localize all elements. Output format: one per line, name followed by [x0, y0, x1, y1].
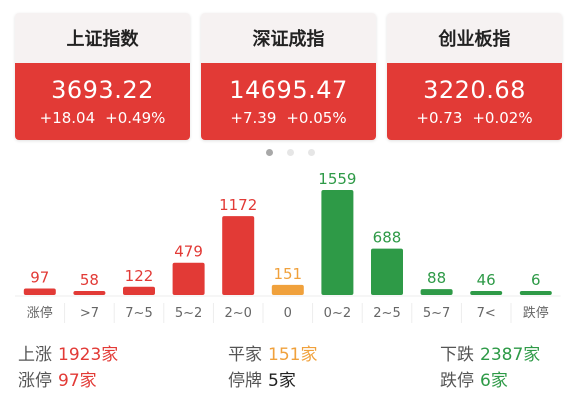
chart-bar: [420, 289, 453, 295]
index-change-pct: +0.05%: [286, 108, 347, 127]
index-change: +18.04: [39, 108, 96, 127]
index-value: 3220.68: [423, 75, 526, 104]
change-distribution-chart: 97涨停58>71227~54795~211722~0151015590~268…: [15, 170, 561, 323]
stat-limit-up: 涨停 97家: [18, 366, 97, 391]
stat-suspended-value: 5家: [268, 371, 296, 391]
stat-limit-up-value: 97家: [58, 371, 97, 391]
carousel-dot[interactable]: [307, 149, 315, 156]
index-body: 3220.68 +0.73 +0.02%: [387, 63, 562, 140]
stat-fall-value: 2387家: [480, 345, 541, 365]
index-change-pct: +0.49%: [105, 108, 166, 127]
chart-bar: [470, 291, 503, 295]
stat-flat-label: 平家: [228, 345, 262, 365]
index-name: 上证指数: [15, 13, 190, 63]
chart-bar: [172, 262, 205, 295]
bar-value-label: 46: [477, 271, 496, 289]
index-body: 14695.47 +7.39 +0.05%: [201, 63, 376, 140]
stat-fall-label: 下跌: [440, 345, 474, 365]
chart-bar: [271, 284, 304, 295]
chart-bar: [73, 291, 106, 295]
index-value: 14695.47: [229, 75, 348, 104]
x-tick-label: 7<: [477, 306, 496, 321]
stat-limit-down-value: 6家: [480, 371, 508, 391]
index-value: 3693.22: [51, 75, 154, 104]
chart-bar: [519, 291, 552, 295]
index-change-pct: +0.02%: [472, 108, 533, 127]
stat-suspended: 停牌 5家: [228, 366, 296, 391]
chart-bar: [321, 190, 354, 295]
x-tick-label: 0~2: [324, 306, 351, 321]
x-tick-label: 2~0: [224, 306, 251, 321]
bar-value-label: 688: [373, 229, 402, 247]
index-change-row: +0.73 +0.02%: [416, 107, 532, 129]
x-tick-label: 0: [284, 306, 292, 321]
stat-limit-down-label: 跌停: [440, 371, 474, 391]
x-tick-label: 跌停: [523, 305, 549, 321]
bar-value-label: 6: [531, 271, 541, 289]
stat-suspended-label: 停牌: [228, 371, 262, 391]
chart-bar: [222, 216, 255, 295]
index-change-row: +18.04 +0.49%: [40, 107, 166, 129]
carousel-dot[interactable]: [265, 149, 273, 156]
stat-rise-value: 1923家: [58, 345, 119, 365]
carousel-indicator[interactable]: [0, 149, 580, 156]
bar-value-label: 88: [427, 269, 446, 287]
stat-flat: 平家 151家: [228, 340, 317, 365]
x-tick-label: 5~2: [175, 306, 202, 321]
x-tick-label: 2~5: [373, 306, 400, 321]
stat-fall: 下跌 2387家: [440, 340, 540, 365]
index-change: +0.73: [416, 108, 463, 127]
market-stats: 上涨 1923家 涨停 97家 平家 151家 停牌 5家 下跌 2387家 跌停 6家: [0, 336, 580, 396]
x-tick-label: 5~7: [423, 306, 450, 321]
bar-value-label: 1172: [219, 196, 257, 214]
index-card-shenzhen[interactable]: 深证成指 14695.47 +7.39 +0.05%: [201, 13, 376, 140]
bar-value-label: 479: [174, 243, 203, 261]
index-name: 创业板指: [387, 13, 562, 63]
x-tick-label: 7~5: [125, 306, 152, 321]
stat-flat-value: 151家: [268, 345, 318, 365]
carousel-dot[interactable]: [286, 149, 294, 156]
stat-limit-down: 跌停 6家: [440, 366, 508, 391]
bar-value-label: 58: [80, 271, 99, 289]
bar-value-label: 1559: [318, 170, 356, 188]
stat-rise-label: 上涨: [18, 345, 52, 365]
chart-bar: [23, 288, 56, 295]
stat-rise: 上涨 1923家: [18, 340, 118, 365]
index-card-shanghai[interactable]: 上证指数 3693.22 +18.04 +0.49%: [15, 13, 190, 140]
chart-bar: [371, 248, 403, 295]
bar-value-label: 97: [30, 268, 49, 286]
index-card-chinext[interactable]: 创业板指 3220.68 +0.73 +0.02%: [387, 13, 562, 140]
x-tick-label: >7: [80, 306, 99, 321]
index-body: 3693.22 +18.04 +0.49%: [15, 63, 190, 140]
bar-value-label: 122: [125, 267, 154, 285]
chart-bar: [123, 286, 155, 295]
stat-limit-up-label: 涨停: [18, 371, 52, 391]
bar-value-label: 151: [273, 265, 302, 283]
index-name: 深证成指: [201, 13, 376, 63]
x-tick-label: 涨停: [27, 305, 53, 321]
index-change-row: +7.39 +0.05%: [230, 107, 346, 129]
index-change: +7.39: [230, 108, 277, 127]
